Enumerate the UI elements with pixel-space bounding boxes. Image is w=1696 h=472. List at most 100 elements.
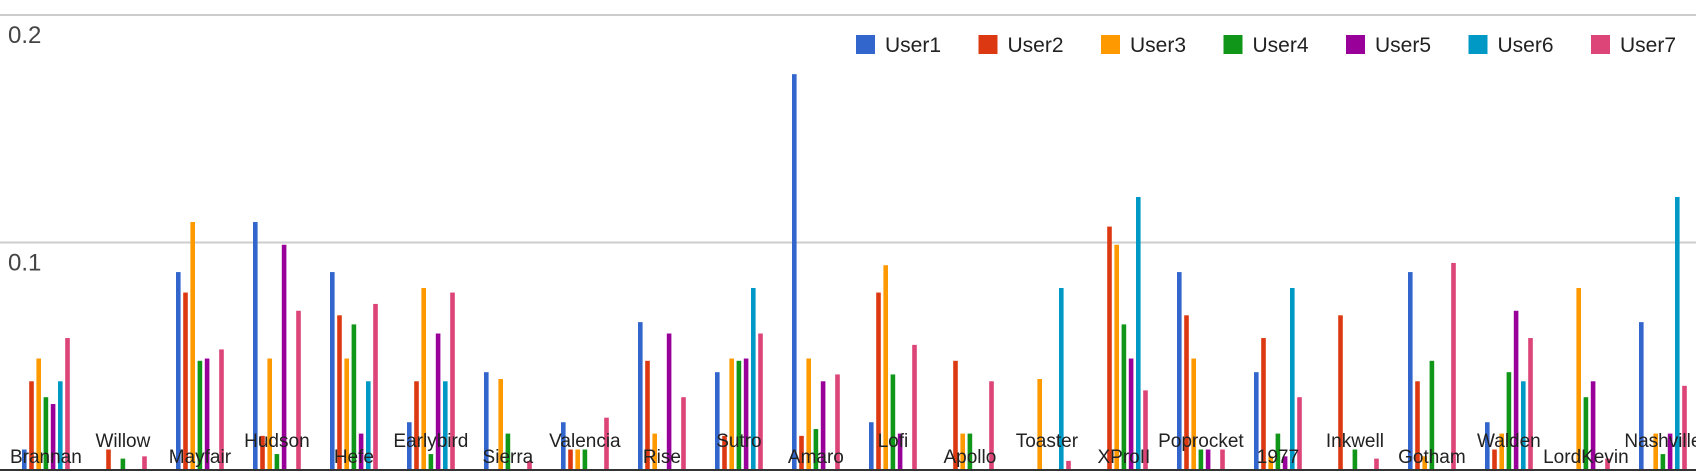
category-label: Amaro (788, 447, 844, 468)
bar-user6-1977 (1290, 288, 1295, 470)
y-axis-ticks: 0.2 0.1 (8, 22, 41, 277)
bar-user4-gotham (1429, 360, 1435, 470)
bar-user6-hefe (366, 381, 371, 470)
category-label: Earlybird (393, 431, 468, 452)
category-label: Inkwell (1326, 431, 1384, 452)
bar-user6-brannan (58, 381, 63, 470)
bar-user4-earlybird (428, 454, 434, 470)
bar-user4-sierra (505, 433, 511, 470)
bar-user3-mayfair (190, 222, 195, 470)
category-label: Poprocket (1158, 431, 1244, 452)
bar-user3-apollo (960, 433, 965, 470)
bar-user7-brannan (65, 338, 70, 470)
legend-label: User1 (885, 34, 941, 57)
gridlines (0, 14, 1696, 244)
legend-label: User6 (1498, 34, 1554, 57)
bar-user4-inkwell (1352, 449, 1358, 470)
bar-user4-nashville (1660, 454, 1666, 470)
bar-user3-toaster (1037, 379, 1042, 470)
category-label: Toaster (1016, 431, 1079, 452)
category-label: Hefe (334, 447, 374, 468)
bar-user4-poprocket (1198, 449, 1204, 470)
category-labels: Brannan Willow Mayfair Hudson Hefe Earlybird S… (10, 431, 1696, 468)
bar-user7-sierra (527, 460, 532, 470)
category-label: LordKevin (1543, 447, 1629, 468)
y-tick-label: 0.1 (8, 250, 41, 277)
bar-user4-sutro (736, 360, 742, 470)
category-label: 1977 (1257, 447, 1299, 468)
legend-label: User4 (1253, 34, 1309, 57)
bar-user2-brannan (29, 381, 34, 470)
bar-user7-toaster (1066, 460, 1071, 470)
bar-user5-sutro (743, 358, 749, 470)
category-label: Sutro (716, 431, 761, 452)
bar-user1-sierra (484, 372, 489, 470)
bar-user3-nashville (1653, 433, 1658, 470)
category-label: XProII (1097, 447, 1150, 468)
bar-user7-inkwell (1374, 458, 1379, 470)
bar-user1-hefe (330, 272, 335, 470)
bar-user5-earlybird (435, 333, 441, 470)
bar-user3-gotham (1422, 456, 1427, 470)
bar-user4-valencia (582, 449, 588, 470)
bar-user4-walden (1506, 372, 1512, 470)
legend-swatch (1346, 35, 1365, 54)
bar-user3-sierra (498, 379, 503, 470)
bar-user2-lofi (876, 292, 881, 470)
category-label: Hudson (244, 431, 310, 452)
bar-user7-willow (142, 456, 147, 470)
bar-user5-hudson (281, 244, 287, 470)
bar-user2-inkwell (1338, 315, 1343, 470)
bar-user1-1977 (1254, 372, 1259, 470)
bar-user2-walden (1492, 449, 1497, 470)
legend-label: User7 (1620, 34, 1676, 57)
bar-user3-poprocket (1191, 358, 1196, 470)
bar-user1-poprocket (1177, 272, 1182, 470)
bar-user7-lofi (912, 344, 917, 470)
bar-user7-hefe (373, 303, 378, 470)
bar-user1-brannan (22, 449, 27, 470)
bar-user5-poprocket (1205, 449, 1211, 470)
bar-user7-mayfair (219, 349, 224, 470)
bars (22, 74, 1687, 471)
bar-user5-nashville (1667, 433, 1673, 470)
bar-user5-rise (666, 333, 672, 470)
bar-user2-xproii (1107, 226, 1112, 470)
bar-user4-amaro (813, 429, 819, 470)
bar-user2-willow (106, 449, 111, 470)
bar-user1-gotham (1408, 272, 1413, 470)
legend-swatch (1468, 35, 1488, 54)
bar-user2-mayfair (183, 292, 188, 470)
legend-label: User2 (1008, 34, 1064, 57)
bar-user4-hefe (351, 324, 357, 470)
bar-user4-xproii (1121, 324, 1127, 470)
legend-label: User3 (1130, 34, 1186, 57)
bar-user2-sutro (722, 435, 727, 470)
legend: User1 User2 User3 User4 User5 User6 User7 (856, 34, 1676, 57)
category-label: Lofi (878, 431, 909, 452)
bar-user4-hudson (274, 454, 280, 470)
bar-user3-rise (652, 433, 657, 470)
bar-user5-mayfair (204, 358, 210, 470)
bar-user5-hefe (358, 433, 364, 470)
bar-user5-brannan (50, 404, 56, 470)
bar-user3-lordkevin (1576, 288, 1581, 470)
category-label: Willow (95, 431, 150, 452)
bar-user6-toaster (1059, 288, 1064, 470)
legend-swatch (1591, 35, 1610, 54)
bar-user7-hudson (296, 310, 301, 470)
bar-user3-xproii (1114, 244, 1119, 470)
category-label: Mayfair (169, 447, 232, 468)
bar-user4-lordkevin (1583, 397, 1589, 470)
bar-user7-apollo (989, 381, 994, 470)
category-label: Nashville (1624, 431, 1696, 452)
bar-user1-earlybird (407, 422, 412, 470)
bar-user7-poprocket (1220, 449, 1225, 470)
bar-user7-amaro (835, 374, 840, 470)
bar-user3-walden (1499, 433, 1504, 470)
bar-user7-gotham (1451, 262, 1456, 470)
bar-user1-sutro (715, 372, 720, 470)
bar-user1-amaro (792, 74, 797, 471)
bar-user6-walden (1521, 381, 1526, 470)
y-tick-label: 0.2 (8, 22, 41, 49)
